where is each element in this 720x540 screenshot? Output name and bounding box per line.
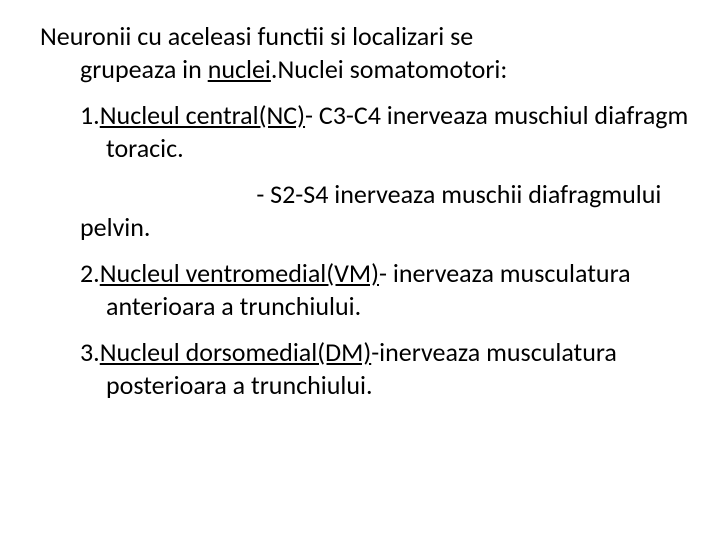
item-3-number: 3. [80,336,100,368]
item-3: 3.Nucleul dorsomedial(DM)-inerveaza musc… [40,336,690,401]
intro-line-2-wrap: grupeaza in nuclei.Nuclei somatomotori: [40,53,690,86]
intro-line-1: Neuronii cu aceleasi functii si localiza… [40,20,473,52]
item-1-sub: - S2-S4 inerveaza muschii diafragmului p… [40,178,690,243]
item-2-number: 2. [80,257,100,289]
item-3-title: Nucleul dorsomedial(DM) [100,336,371,368]
intro-line-2b: .Nuclei somatomotori: [271,53,507,85]
intro-paragraph: Neuronii cu aceleasi functii si localiza… [40,20,690,85]
item-2-title: Nucleul ventromedial(VM) [100,257,379,289]
item-1: 1.Nucleul central(NC)- C3-C4 inerveaza m… [40,99,690,164]
intro-underline-nuclei: nuclei [208,53,271,85]
item-1-number: 1. [80,99,100,131]
slide-body: Neuronii cu aceleasi functii si localiza… [0,0,720,540]
item-2: 2.Nucleul ventromedial(VM)- inerveaza mu… [40,257,690,322]
item-1-title: Nucleul central(NC) [100,99,305,131]
intro-line-2a: grupeaza in [80,53,208,85]
item-1-sub-pad [80,178,256,210]
